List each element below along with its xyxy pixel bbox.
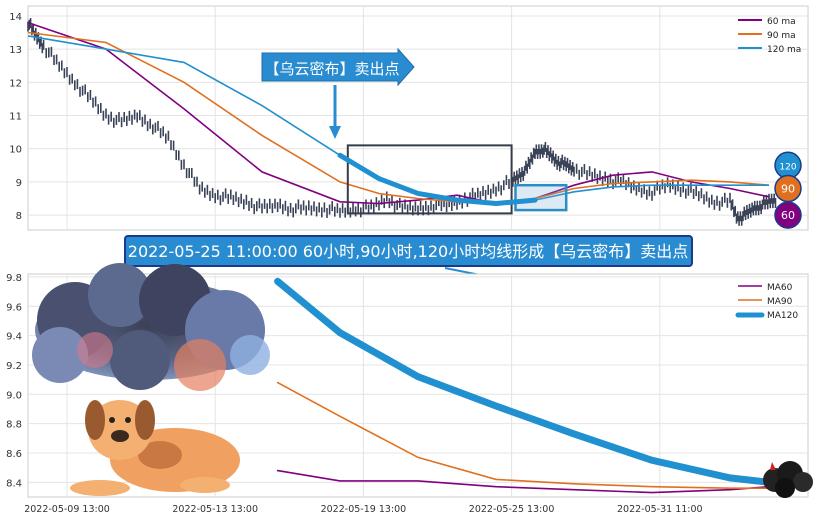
top-y-tick-label: 9 (16, 178, 22, 189)
top-y-tick-label: 11 (9, 112, 22, 123)
crossover-box (514, 183, 568, 212)
bottom-y-tick-label: 8.6 (6, 449, 22, 460)
bottom-x-tick-label: 2022-05-19 13:00 (321, 504, 407, 515)
top-y-tick-label: 10 (9, 145, 22, 156)
bottom-y-tick-label: 8.8 (6, 420, 22, 431)
bottom-y-tick-label: 9.4 (6, 332, 22, 343)
ma120-emphasis-line (337, 152, 538, 207)
legend-ma60: MA60 (767, 283, 793, 293)
top-y-tick-label: 13 (9, 45, 22, 56)
badge-label: 90 (781, 183, 795, 196)
badge-60 (774, 201, 802, 229)
dog-icon (70, 400, 240, 496)
bottom-x-axis: 2022-05-09 13:00 2022-05-13 13:00 2022-05-… (24, 504, 702, 515)
bottom-line-MA120 (274, 277, 804, 486)
bottom-x-tick-label: 2022-05-09 13:00 (24, 504, 110, 515)
callout-text: 【乌云密布】卖出点 (264, 60, 399, 78)
bottom-line-MA90 (276, 381, 801, 489)
bottom-y-tick-label: 9.0 (6, 390, 22, 401)
top-y-tick-label: 12 (9, 78, 22, 89)
callout-arrow-shape (261, 47, 415, 87)
highlight-box (346, 144, 513, 215)
bottom-x-tick-label: 2022-05-25 13:00 (469, 504, 555, 515)
top-y-axis: 8 9 10 11 12 13 14 (9, 12, 22, 222)
legend-120ma: 120 ma (767, 45, 801, 55)
ma-badges: 120 90 60 (774, 151, 802, 229)
bottom-y-tick-label: 9.2 (6, 361, 22, 372)
top-y-tick-label: 14 (9, 12, 22, 23)
bottom-x-tick-label: 2022-05-31 11:00 (617, 504, 703, 515)
legend-90ma: 90 ma (767, 31, 796, 41)
bottom-y-tick-label: 9.6 (6, 302, 22, 313)
bottom-y-tick-label: 9.8 (6, 273, 22, 284)
bottom-legend: MA60 MA90 MA120 (735, 283, 798, 321)
top-y-tick-label: 8 (16, 211, 22, 222)
legend-60ma: 60 ma (767, 17, 796, 27)
dark-cloud-icon (763, 461, 813, 498)
storm-cloud-icon (32, 263, 270, 391)
bottom-y-axis: 8.4 8.6 8.8 9.0 9.2 9.4 9.6 9.8 (6, 273, 22, 489)
badge-label: 60 (781, 209, 795, 222)
top-legend: 60 ma 90 ma 120 ma (738, 17, 801, 55)
legend-ma120: MA120 (767, 311, 798, 321)
callout-pointer-head (329, 126, 341, 139)
bottom-x-tick-label: 2022-05-13 13:00 (172, 504, 258, 515)
banner-text: 2022-05-25 11:00:00 60小时,90小时,120小时均线形成【… (128, 242, 688, 261)
badge-label: 120 (779, 162, 796, 172)
legend-ma90: MA90 (767, 297, 793, 307)
banner-box (124, 235, 693, 267)
signal-banner: 2022-05-25 11:00:00 60小时,90小时,120小时均线形成【… (124, 235, 693, 287)
bottom-ma-lines (274, 277, 804, 494)
bottom-y-tick-label: 8.4 (6, 478, 22, 489)
top-grid (28, 6, 808, 230)
callout: 【乌云密布】卖出点 (261, 47, 415, 139)
